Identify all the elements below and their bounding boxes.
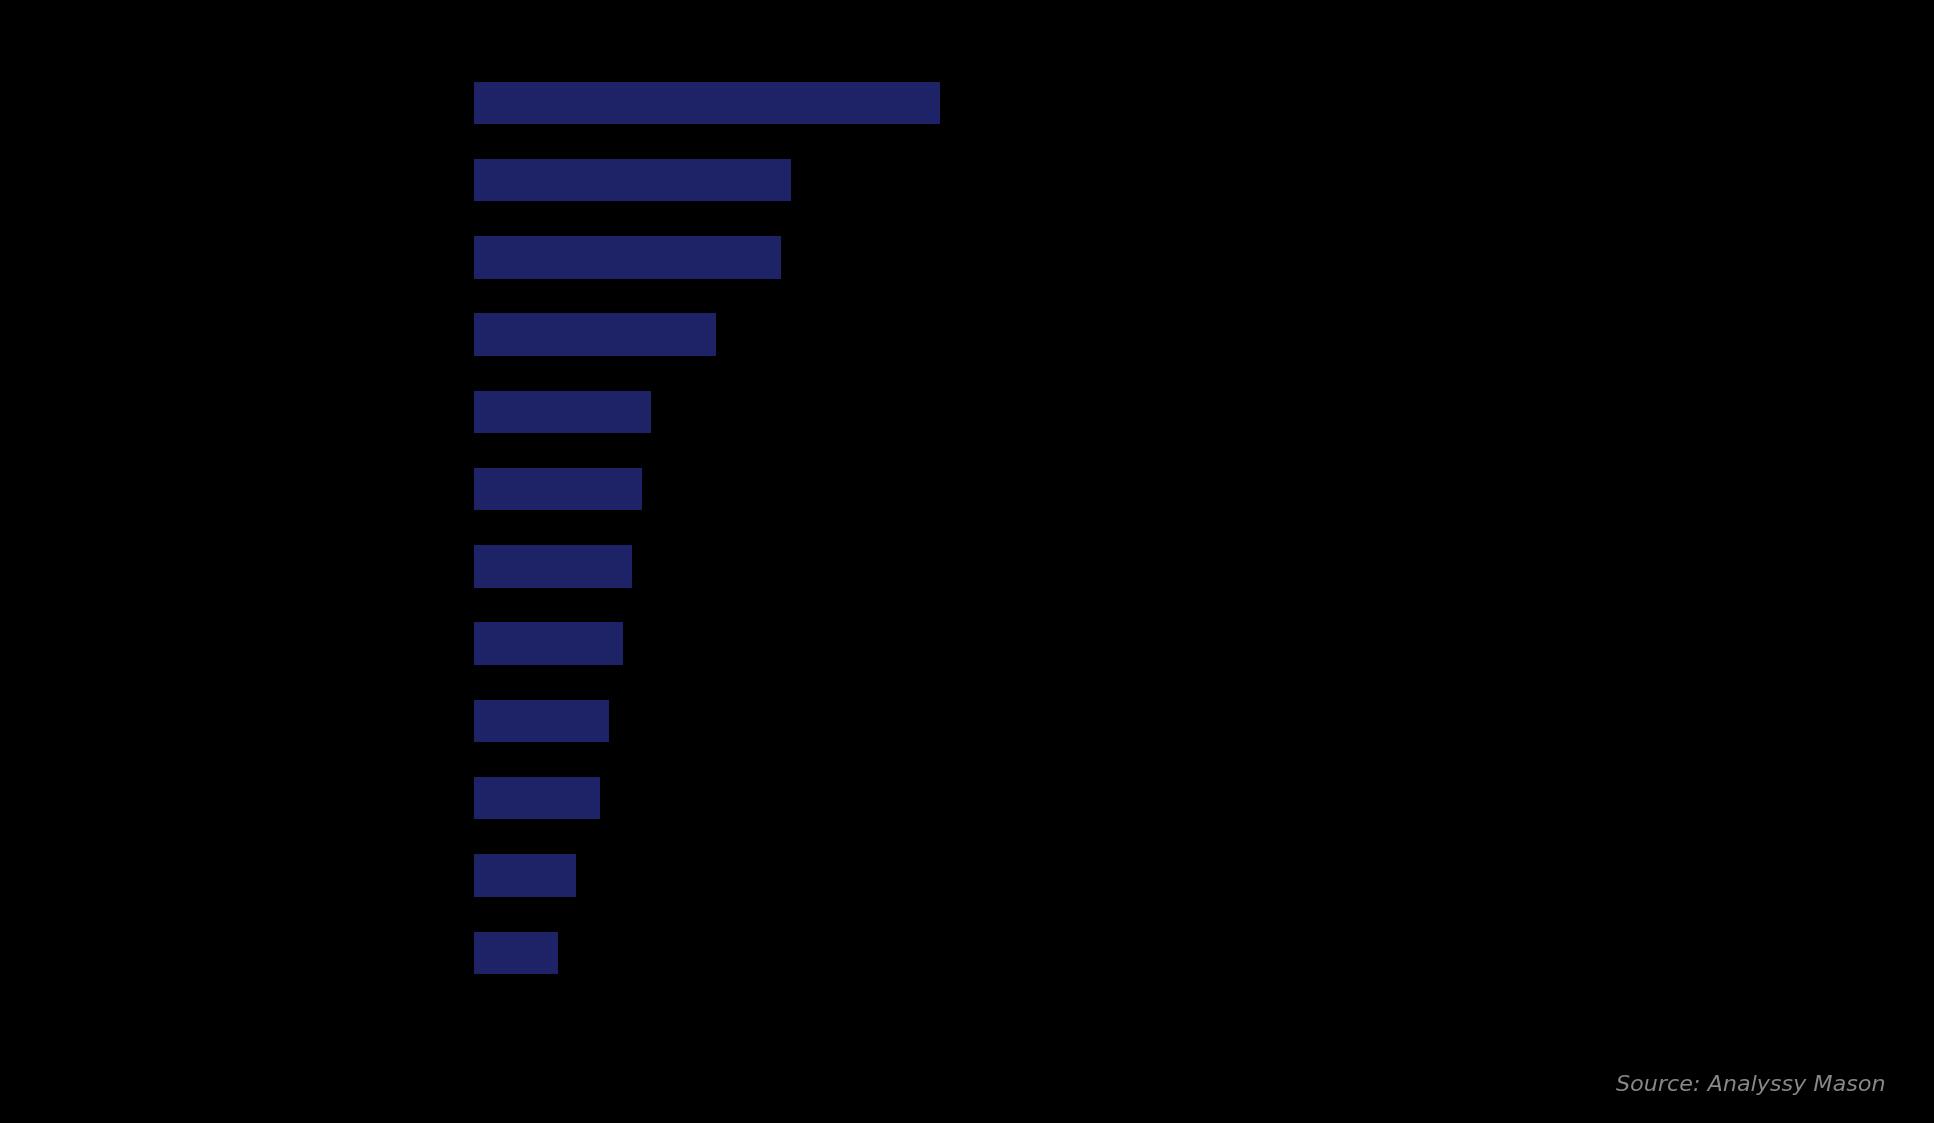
Bar <box>474 777 600 820</box>
Bar <box>474 468 642 511</box>
Bar <box>474 622 623 665</box>
Bar <box>474 236 781 279</box>
Bar <box>474 700 609 742</box>
Bar <box>474 82 940 125</box>
Text: Source: Analyssy Mason: Source: Analyssy Mason <box>1617 1075 1886 1095</box>
Bar <box>474 855 576 897</box>
Bar <box>474 931 557 974</box>
Bar <box>474 545 632 587</box>
Bar <box>474 313 716 356</box>
Bar <box>474 391 652 433</box>
Bar <box>474 158 791 201</box>
